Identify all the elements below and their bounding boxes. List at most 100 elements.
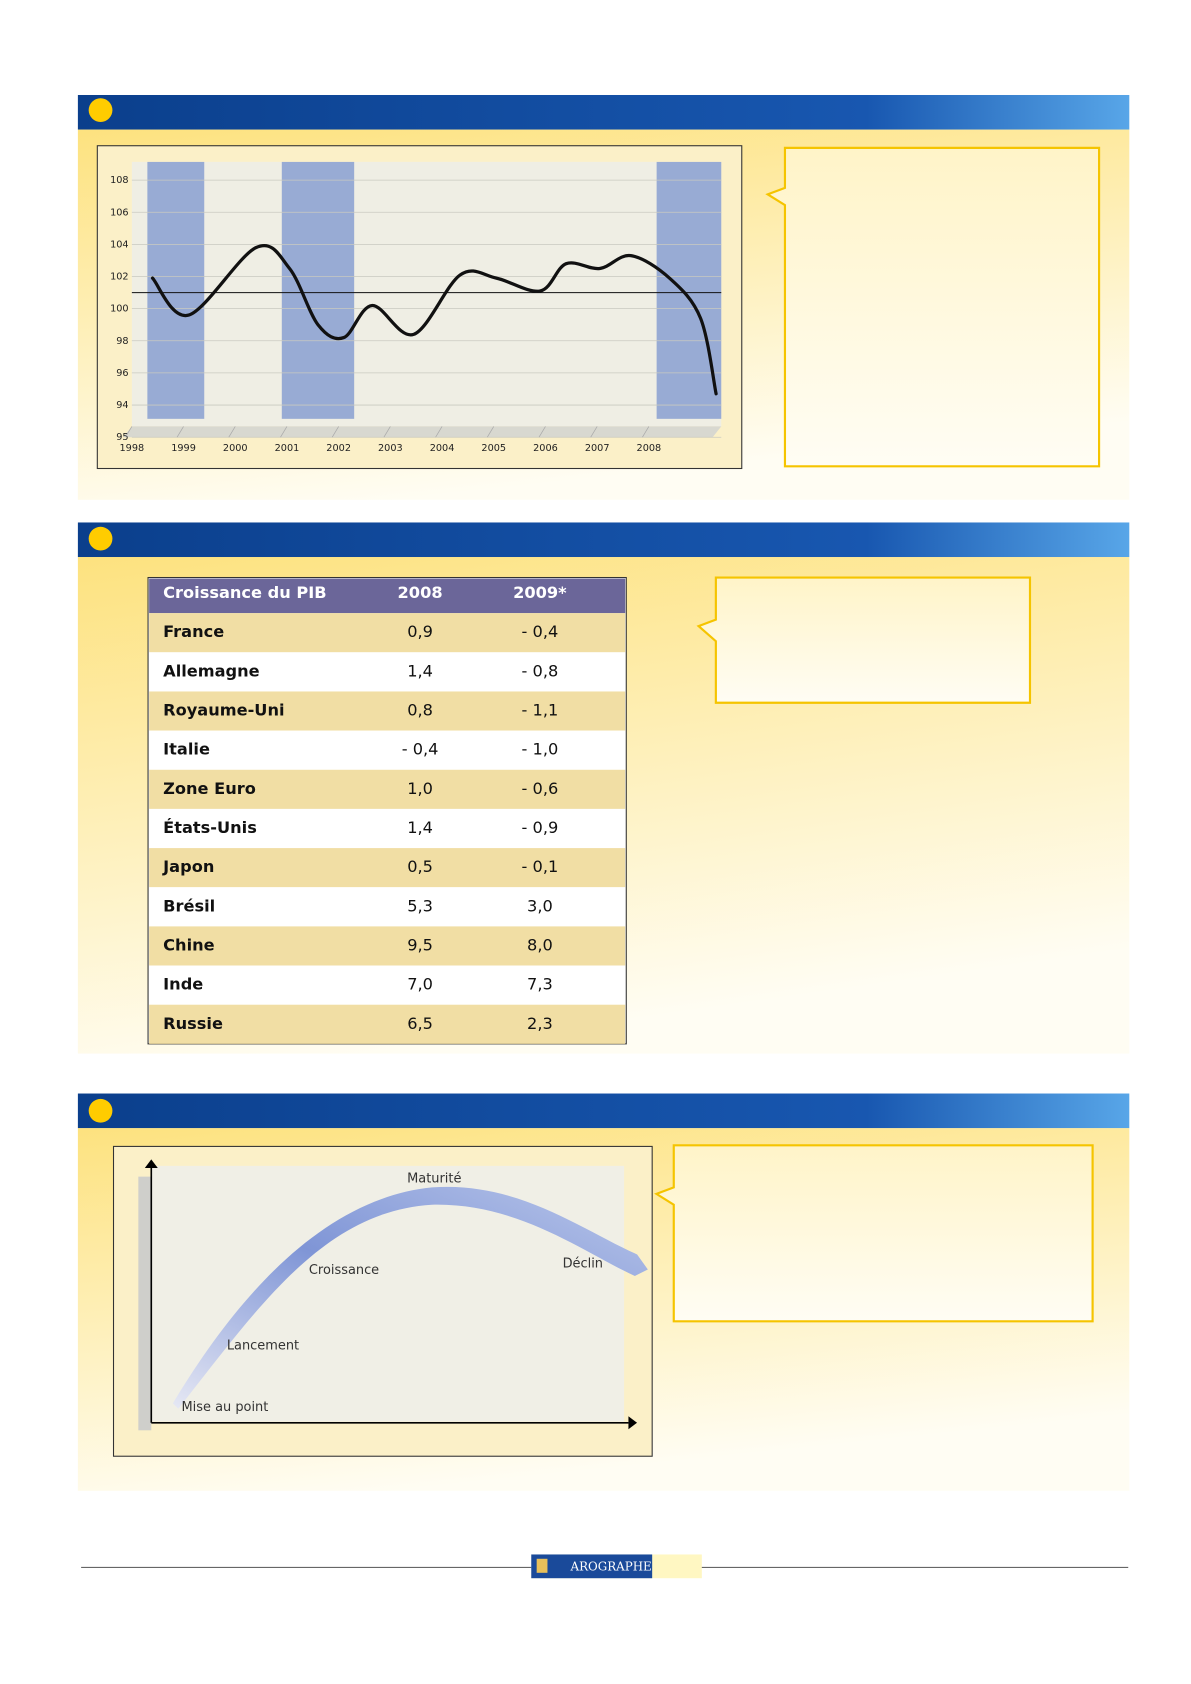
table-cell: 3,0 (527, 896, 553, 915)
table-row-bg (149, 691, 626, 731)
table-cell: - 1,0 (522, 740, 559, 759)
plot-area (131, 161, 722, 427)
axis-arrow (144, 1159, 158, 1169)
x-tick-label: 2000 (223, 443, 248, 454)
table-row-bg (149, 848, 626, 888)
table-cell: 0,5 (407, 857, 433, 876)
table-cell: 5,3 (407, 896, 433, 915)
table-header-cell: Croissance du PIB (163, 583, 326, 602)
table-cell: Allemagne (163, 661, 260, 680)
stage-label: Maturité (407, 1171, 461, 1186)
x-tick-label: 2001 (275, 443, 300, 454)
table-cell: - 0,8 (522, 661, 559, 680)
x-tick (642, 426, 650, 438)
table-row-bg (149, 730, 626, 770)
logo-icon (536, 1558, 548, 1573)
table-cell: Italie (163, 740, 210, 759)
table-cell: 6,5 (407, 1014, 433, 1033)
table-cell: Zone Euro (163, 779, 256, 798)
logo-box (531, 1554, 653, 1579)
x-tick (125, 426, 133, 438)
x-tick-label: 2002 (326, 443, 351, 454)
table-cell: Inde (163, 975, 203, 994)
section-header (77, 1093, 1130, 1129)
section-header (77, 94, 1130, 130)
x-tick-label: 1999 (171, 443, 196, 454)
table-row-bg (149, 887, 626, 927)
plot-floor (123, 426, 722, 438)
table-cell: - 0,4 (522, 622, 559, 641)
x-tick (435, 426, 443, 438)
x-tick-label: 2006 (533, 443, 558, 454)
y-tick-label: 94 (116, 400, 128, 411)
table-row-bg (149, 808, 626, 849)
table-cell: Royaume-Uni (163, 701, 284, 720)
x-tick-label: 2005 (481, 443, 506, 454)
table-cell: Chine (163, 935, 214, 954)
table-row-bg (149, 926, 626, 966)
y-tick-label: 100 (110, 304, 129, 315)
x-tick-label: 2004 (430, 443, 455, 454)
table-cell: 1,0 (407, 779, 433, 798)
table-header-cell: 2008 (398, 583, 443, 602)
x-tick (538, 426, 546, 438)
x-tick (280, 426, 288, 438)
table-cell: 1,4 (407, 661, 433, 680)
x-tick (486, 426, 495, 438)
x-tick (383, 426, 391, 438)
lifecycle-curve (172, 1186, 648, 1409)
x-tick (331, 426, 339, 438)
table-cell: 8,0 (527, 935, 553, 954)
axis-arrow (628, 1416, 638, 1430)
stage-label: Déclin (563, 1257, 603, 1272)
x-tick (590, 426, 598, 438)
section-header (77, 522, 1130, 558)
table-cell: Russie (163, 1014, 223, 1033)
data-line (150, 244, 718, 396)
table-cell: - 0,4 (402, 740, 439, 759)
table-row-bg (149, 769, 626, 809)
y-tick-label: 95 (116, 432, 128, 443)
table-header-bg (149, 578, 626, 614)
stage-label: Lancement (227, 1339, 299, 1354)
callout-box (765, 146, 1101, 468)
y-tick-label: 98 (116, 336, 128, 347)
table-cell: Japon (162, 857, 214, 876)
table-row-bg (149, 613, 626, 653)
table-cell: 1,4 (407, 818, 433, 837)
shaded-band (147, 161, 205, 419)
diagram-wall (138, 1176, 152, 1431)
shaded-band (656, 161, 722, 419)
table-cell: - 0,9 (522, 818, 559, 837)
callout-box (696, 576, 1032, 704)
callout-box (654, 1144, 1094, 1323)
table-row-bg (149, 965, 626, 1005)
table-cell: - 0,6 (522, 779, 559, 798)
table-row-bg (149, 1004, 626, 1044)
table-cell: 0,8 (407, 701, 433, 720)
logo-text: AROGRAPHE (570, 1559, 652, 1573)
x-tick-label: 2003 (378, 443, 403, 454)
table-cell: États-Unis (163, 818, 257, 837)
y-tick-label: 108 (110, 175, 129, 186)
stage-label: Mise au point (182, 1400, 269, 1415)
y-tick-label: 106 (110, 207, 129, 218)
shaded-band (281, 161, 355, 419)
x-tick (176, 426, 184, 438)
table-cell: France (163, 622, 224, 641)
table-cell: 0,9 (407, 622, 433, 641)
table-cell: 2,3 (527, 1014, 553, 1033)
table-cell: 7,0 (407, 975, 433, 994)
x-tick-label: 1998 (120, 443, 145, 454)
table-cell: - 1,1 (522, 701, 559, 720)
table-header-cell: 2009* (513, 583, 567, 602)
y-tick-label: 96 (116, 368, 128, 379)
table-cell: - 0,1 (522, 857, 559, 876)
table-row-bg (149, 652, 626, 692)
x-tick-label: 2007 (585, 443, 610, 454)
x-tick-label: 2008 (637, 443, 662, 454)
y-tick-label: 104 (110, 239, 129, 250)
table-cell: 7,3 (527, 975, 553, 994)
